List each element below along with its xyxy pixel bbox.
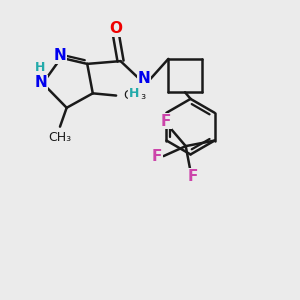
Text: H: H	[35, 61, 46, 74]
Text: F: F	[152, 148, 162, 164]
Text: F: F	[187, 169, 198, 184]
Text: N: N	[137, 71, 150, 86]
Text: CH₃: CH₃	[48, 131, 72, 144]
Text: F: F	[161, 114, 172, 129]
Text: N: N	[34, 75, 47, 90]
Text: O: O	[110, 21, 123, 36]
Text: N: N	[54, 48, 66, 63]
Text: CH₃: CH₃	[123, 89, 146, 102]
Text: H: H	[129, 87, 139, 100]
